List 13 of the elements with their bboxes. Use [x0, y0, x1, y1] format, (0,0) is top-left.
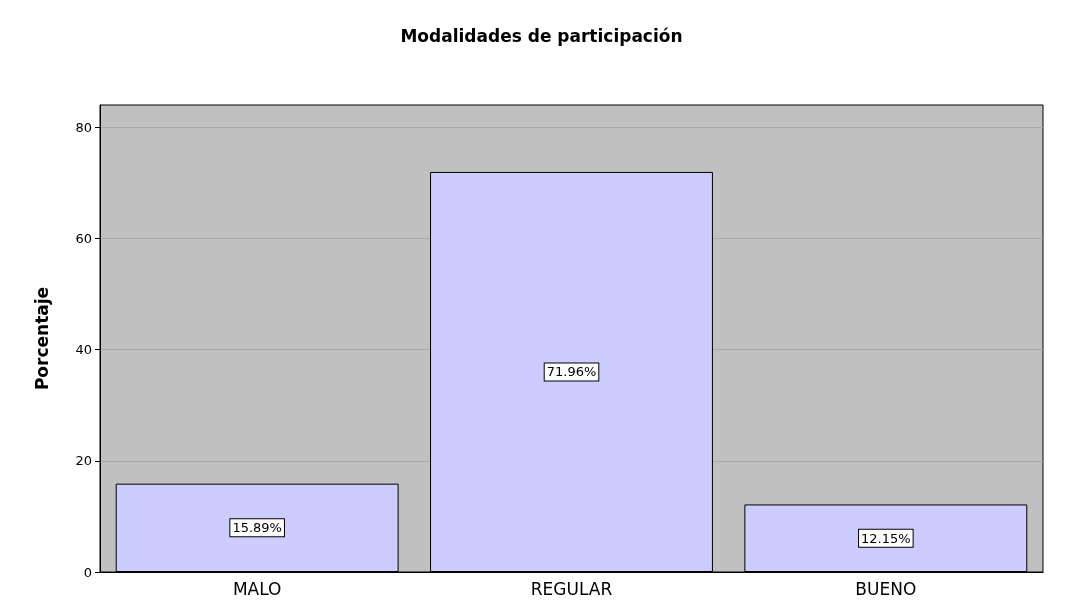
y-tick-label: 20 [75, 453, 92, 469]
x-tick-label: REGULAR [530, 578, 613, 599]
y-tick-label: 40 [75, 342, 92, 358]
y-tick-label: 60 [75, 230, 92, 246]
data-label: 15.89% [232, 520, 282, 536]
x-tick-label: MALO [232, 578, 282, 599]
x-tick-label: BUENO [855, 578, 917, 599]
y-tick-label: 80 [75, 119, 92, 135]
y-axis-title: Porcentaje [31, 286, 52, 391]
data-label: 71.96% [546, 364, 597, 380]
data-label: 12.15% [861, 530, 911, 546]
y-tick-label: 0 [83, 564, 92, 580]
chart-title: Modalidades de participación [400, 25, 683, 46]
